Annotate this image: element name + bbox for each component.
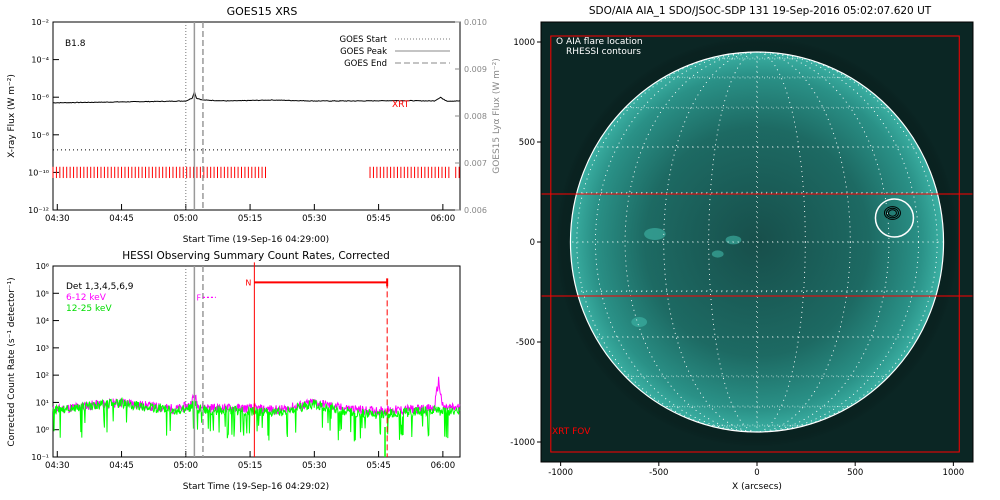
active-region: [631, 317, 648, 327]
hessi-panel: HESSI Observing Summary Count Rates, Cor…: [7, 250, 461, 492]
rhessi-contour: [885, 207, 899, 219]
hessi-x-tick-label: 05:00: [174, 461, 199, 471]
goes-x-tick-label: 05:15: [238, 214, 263, 224]
goes-y-tick-label: 10⁻⁸: [31, 131, 49, 140]
goes-legend-peak: GOES Peak: [340, 47, 387, 57]
goes-y-tick-label: 10⁻⁴: [31, 56, 49, 65]
hessi-y-tick-label: 10⁰: [36, 426, 49, 435]
solar-disk: [570, 52, 944, 432]
hessi-plot-frame: [52, 265, 461, 458]
goes-y-tick-label: 10⁻⁶: [31, 93, 49, 102]
goes-x-tick-label: 04:45: [109, 214, 134, 224]
goes-y-label-right: GOES15 Lyα Flux (W m⁻²): [492, 58, 502, 174]
hessi-night-flag: N: [245, 278, 251, 287]
aia-x-tick-label: 1000: [943, 468, 965, 478]
aia-x-tick-label: -1000: [548, 468, 573, 478]
rhessi-contour: [883, 206, 901, 220]
aia-y-tick-label: 500: [519, 138, 535, 148]
goes-legend-start: GOES Start: [339, 35, 387, 45]
goes-x-tick-label: 05:45: [366, 214, 391, 224]
aia-flare-location-marker: [874, 198, 915, 238]
hessi-legend-high: 12-25 keV: [66, 304, 112, 314]
hessi-detectors-label: Det 1,3,4,5,6,9: [66, 282, 134, 292]
aia-y-tick-label: -500: [516, 338, 535, 348]
hessi-title: HESSI Observing Summary Count Rates, Cor…: [122, 250, 390, 262]
longitude-grid-line: [624, 51, 890, 433]
goes-legend: GOES Start GOES Peak GOES End: [339, 35, 450, 69]
goes-xrt-label: XRT: [392, 100, 410, 110]
goes-class-label: B1.8: [65, 39, 86, 49]
xrt-fov-outer: [550, 35, 960, 453]
hessi-x-label: Start Time (19-Sep-16 04:29:02): [183, 482, 329, 492]
aia-x-tick-label: -500: [649, 468, 668, 478]
active-region: [725, 235, 742, 245]
hessi-y-tick-label: 10²: [36, 371, 49, 380]
hessi-x-tick-label: 06:00: [431, 461, 456, 471]
hessi-y-tick-label: 10⁴: [36, 317, 49, 326]
goes-y-tick-label: 10⁻²: [31, 18, 49, 27]
aia-plot-frame: [540, 21, 974, 463]
hessi-y-tick-label: 10³: [36, 344, 49, 353]
longitude-grid-line: [595, 51, 919, 433]
aia-title: SDO/AIA AIA_1 SDO/JSOC-SDP 131 19-Sep-20…: [589, 5, 932, 17]
goes-y-tick-right-label: 0.006: [464, 206, 487, 215]
goes-x-tick-label: 05:00: [174, 214, 199, 224]
goes-y-tick-right-label: 0.010: [464, 18, 487, 27]
goes-y-tick-right-label: 0.008: [464, 112, 487, 121]
longitude-grid-line: [663, 51, 851, 433]
goes-y-tick-right-label: 0.009: [464, 65, 487, 74]
aia-x-tick-label: 0: [754, 468, 759, 478]
hessi-flare-flag: F: [197, 293, 202, 302]
goes-y-tick-label: 10⁻¹⁰: [28, 168, 49, 177]
hessi-x-tick-label: 05:30: [302, 461, 327, 471]
aia-xrt-fov-label: XRT FOV: [552, 427, 591, 437]
solar-limb: [569, 51, 945, 433]
goes-title: GOES15 XRS: [227, 5, 298, 18]
hessi-12-25kev-line: [52, 397, 461, 442]
active-region: [711, 250, 724, 258]
hessi-y-tick-label: 10⁻¹: [31, 453, 49, 462]
hessi-y-label: Corrected Count Rate (s⁻¹ detector⁻¹): [7, 277, 17, 446]
hessi-x-tick-label: 04:45: [109, 461, 134, 471]
hessi-y-tick-label: 10⁵: [36, 289, 49, 298]
goes-flux-line: [53, 89, 461, 104]
hessi-x-tick-label: 05:15: [238, 461, 263, 471]
aia-panel: SDO/AIA AIA_1 SDO/JSOC-SDP 131 19-Sep-20…: [510, 5, 974, 492]
active-region: [644, 228, 666, 240]
aia-y-tick-label: 1000: [513, 38, 535, 48]
aia-legend-contours: RHESSI contours: [566, 47, 641, 57]
goes-y-tick-right-label: 0.007: [464, 159, 487, 168]
goes-x-label: Start Time (19-Sep-16 04:29:00): [183, 235, 329, 245]
goes-legend-end: GOES End: [344, 59, 387, 69]
goes-plot-frame: [52, 21, 461, 211]
hessi-legend-low: 6-12 keV: [66, 293, 107, 303]
hessi-x-tick-label: 05:45: [366, 461, 391, 471]
goes-x-tick-label: 04:30: [45, 214, 70, 224]
goes-x-tick-label: 06:00: [431, 214, 456, 224]
aia-y-tick-label: 0: [530, 238, 535, 248]
aia-x-tick-label: 500: [847, 468, 863, 478]
hessi-x-tick-label: 04:30: [45, 461, 70, 471]
goes-y-label: X-ray Flux (W m⁻²): [7, 74, 17, 158]
goes-x-tick-label: 05:30: [302, 214, 327, 224]
aia-legend-flare: O AIA flare location: [556, 37, 643, 47]
rhessi-contour: [887, 209, 897, 217]
aia-y-tick-label: -1000: [510, 438, 535, 448]
goes-y-tick-label: 10⁻¹²: [28, 206, 49, 215]
goes-panel: GOES15 XRS 10⁻¹² 10⁻¹⁰ 10⁻⁸ 10⁻⁶ 10⁻⁴ 10⁻² 0.0…: [7, 5, 502, 245]
aia-x-label: X (arcsecs): [732, 482, 782, 492]
hessi-y-tick-label: 10¹: [36, 398, 49, 407]
hessi-y-tick-label: 10⁶: [36, 262, 49, 271]
